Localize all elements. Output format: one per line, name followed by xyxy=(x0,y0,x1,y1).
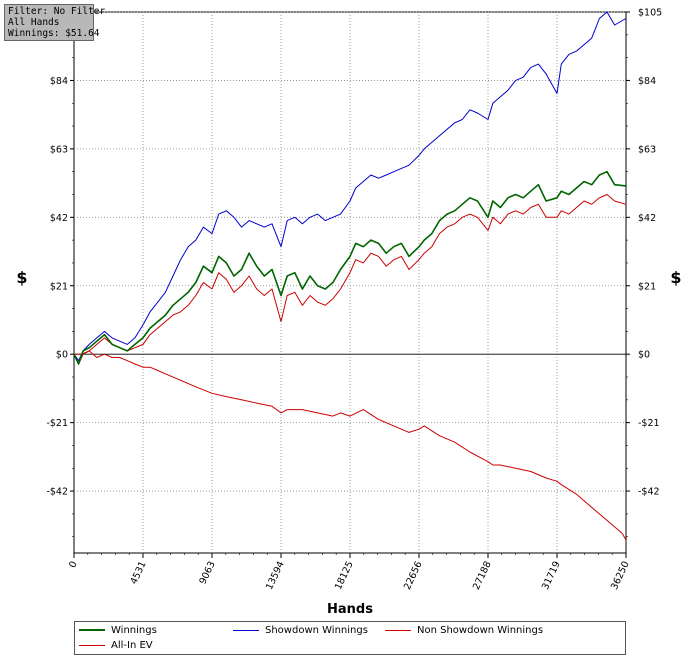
series-line-non-showdown-winnings xyxy=(73,194,627,365)
x-tick-label: 0 xyxy=(67,560,80,570)
legend-label-winnings: Winnings xyxy=(111,625,157,636)
y-tick-label-right: $42 xyxy=(638,213,656,224)
x-tick-label: 31719 xyxy=(540,560,563,592)
left-y-axis: $105$84$63$42$21$0-$21-$42 xyxy=(44,8,74,538)
legend-swatch-all-in-ev xyxy=(79,644,105,646)
y-tick-label-left: $42 xyxy=(50,213,68,224)
series-lines xyxy=(73,11,627,541)
legend-item-non-showdown-winnings: Non Showdown Winnings xyxy=(385,625,543,636)
winnings-text: Winnings: $51.64 xyxy=(8,28,100,39)
y-tick-label-left: $21 xyxy=(50,281,68,292)
info-box: Filter: No Filter All Hands Winnings: $5… xyxy=(4,4,106,41)
legend-label-non-showdown-winnings: Non Showdown Winnings xyxy=(417,625,544,636)
series-line-showdown-winnings xyxy=(73,11,627,362)
y-tick-label-right: $84 xyxy=(638,76,656,87)
x-axis-title: Hands xyxy=(327,602,373,617)
legend-label-showdown-winnings: Showdown Winnings xyxy=(265,625,368,636)
legend-item-all-in-ev: All-In EV xyxy=(79,640,153,651)
hands-text: All Hands xyxy=(8,17,60,28)
y-tick-label-left: $84 xyxy=(50,76,68,87)
y-tick-label-right: -$42 xyxy=(638,487,660,498)
x-tick-label: 4531 xyxy=(129,560,149,587)
y-tick-label-left: $63 xyxy=(50,144,68,155)
y-tick-label-left: $0 xyxy=(56,350,68,361)
y-tick-label-right: -$21 xyxy=(638,418,660,429)
y-tick-label-right: $63 xyxy=(638,144,656,155)
series-line-winnings xyxy=(73,170,627,365)
x-tick-label: 18125 xyxy=(333,560,356,592)
y-tick-label-left: -$21 xyxy=(46,418,68,429)
legend-swatch-winnings xyxy=(79,629,105,631)
y-tick-label-right: $21 xyxy=(638,281,656,292)
left-y-axis-title: $ xyxy=(16,268,27,287)
x-tick-label: 22656 xyxy=(402,560,425,592)
y-tick-label-right: $0 xyxy=(638,350,650,361)
y-tick-label-left: -$42 xyxy=(46,487,68,498)
x-tick-label: 9063 xyxy=(198,560,218,587)
x-tick-label: 27188 xyxy=(471,560,494,592)
legend-item-winnings: Winnings xyxy=(79,625,157,636)
x-tick-label: 36250 xyxy=(609,560,632,592)
legend-swatch-non-showdown-winnings xyxy=(385,629,411,631)
legend-swatch-showdown-winnings xyxy=(233,629,259,631)
right-y-axis: $105 $84 $63 $42 $21 $0 -$21 -$42 xyxy=(626,8,662,538)
grid xyxy=(74,11,626,553)
x-tick-label: 13594 xyxy=(264,560,287,592)
right-y-axis-title: $ xyxy=(670,268,681,287)
legend: Winnings Showdown Winnings Non Showdown … xyxy=(74,621,626,655)
legend-label-all-in-ev: All-In EV xyxy=(111,640,153,651)
x-axis: 0 4531 9063 13594 18125 22656 27188 31719 36250 xyxy=(67,553,632,592)
series-line-all-in-ev xyxy=(74,350,627,541)
filter-text: Filter: No Filter xyxy=(8,6,106,17)
y-tick-label-right: $105 xyxy=(638,8,662,19)
legend-item-showdown-winnings: Showdown Winnings xyxy=(233,625,368,636)
